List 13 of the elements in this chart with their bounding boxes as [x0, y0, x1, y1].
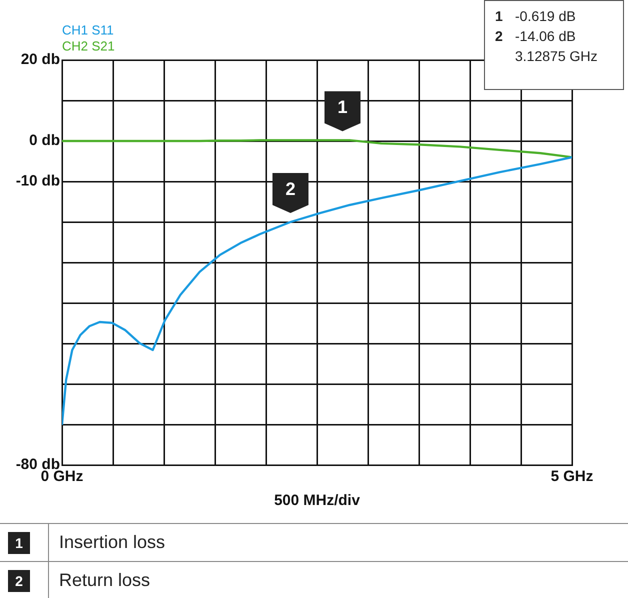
- readout-panel: 1 -0.619 dB 2 -14.06 dB 3.12875 GHz: [484, 0, 624, 90]
- annotation: 1: [337, 97, 348, 118]
- text: 2 Return loss: [15, 570, 150, 590]
- y-tick-label: 0 db: [29, 132, 60, 150]
- text: 1 Insertion loss: [15, 532, 166, 552]
- x-tick-label: 5 GHz: [550, 468, 594, 486]
- x-axis-title: 500 MHz/div: [274, 492, 361, 510]
- annotation: 2: [285, 178, 296, 199]
- annotation: 3.12875 GHz: [514, 47, 598, 66]
- text: CH1 S11: [62, 22, 114, 38]
- text: CH2 S21: [62, 38, 115, 54]
- y-tick-label: 20 db: [20, 51, 60, 68]
- y-tick-label: -10 db: [16, 172, 60, 190]
